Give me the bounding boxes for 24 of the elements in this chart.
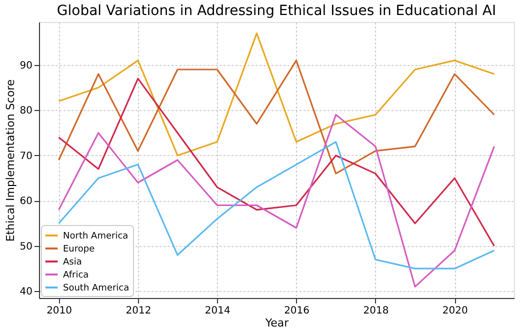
y-tick-label: 50 [20,241,32,252]
x-tick-label: 2016 [284,306,310,316]
y-tick-label: 60 [20,196,32,208]
x-tick-label: 2020 [442,306,468,316]
legend-label: Africa [63,270,89,280]
legend-label: South America [63,284,130,294]
y-axis-title: Ethical Implementation Score [4,79,17,242]
y-tick-label: 90 [20,60,32,72]
x-axis-title: Year [264,316,290,330]
x-tick-label: 2010 [46,306,72,316]
y-tick-label: 70 [20,150,32,162]
chart-title: Global Variations in Addressing Ethical Issues in Educational AI [56,3,496,19]
x-tick-label: 2012 [126,306,152,316]
x-tick-label: 2014 [204,306,230,316]
line-series [58,78,496,247]
legend-label: Asia [63,258,82,268]
y-tick-label: 40 [20,286,32,298]
line-series [58,32,496,156]
x-tick-label: 2018 [363,306,389,316]
legend-label: North America [63,232,128,242]
y-tick-label: 80 [20,106,32,117]
legend-label: Europe [63,244,96,254]
line-series [58,60,496,174]
line-series [58,141,496,270]
